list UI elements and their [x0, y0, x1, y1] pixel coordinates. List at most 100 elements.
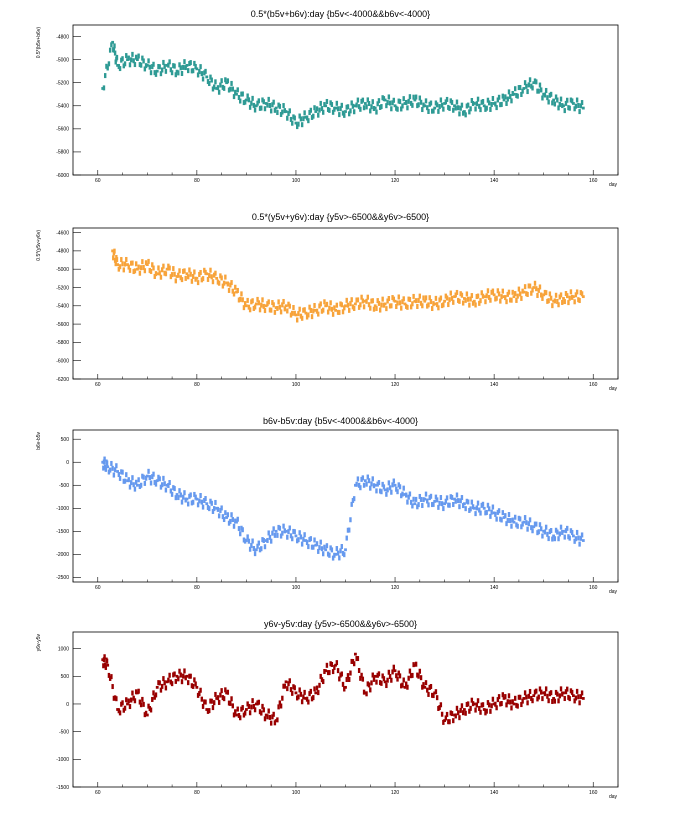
data-point [167, 62, 170, 68]
data-point [475, 294, 478, 300]
data-point [408, 296, 412, 302]
data-point [104, 664, 108, 670]
data-point [162, 59, 165, 65]
data-point [127, 698, 130, 704]
data-point [432, 108, 435, 114]
data-point [455, 99, 459, 105]
data-point [287, 111, 290, 117]
data-point [174, 678, 178, 684]
data-point [335, 302, 339, 308]
data-point [440, 501, 444, 507]
data-point [385, 683, 388, 689]
data-point [366, 294, 369, 300]
data-point [417, 297, 420, 303]
data-point [106, 65, 109, 71]
data-point [573, 538, 576, 544]
data-point [413, 502, 417, 506]
data-point [227, 87, 231, 93]
data-point [213, 700, 216, 706]
data-point [241, 91, 244, 97]
data-point [521, 521, 524, 527]
data-point [515, 702, 518, 708]
data-point [200, 71, 204, 77]
data-point [127, 55, 130, 61]
data-point [397, 670, 400, 676]
data-point [239, 296, 242, 302]
data-point [246, 701, 249, 707]
data-point [540, 292, 543, 298]
data-point [396, 300, 399, 306]
data-point [363, 299, 367, 303]
data-point [478, 300, 481, 306]
data-point [312, 695, 315, 701]
data-point [102, 657, 106, 663]
data-point [241, 705, 244, 711]
data-point [186, 501, 190, 507]
data-point [154, 481, 158, 487]
data-point [253, 551, 257, 557]
data-point [459, 498, 462, 504]
data-point [572, 534, 575, 538]
data-point [193, 60, 196, 66]
data-point [411, 503, 414, 509]
data-point [115, 54, 119, 60]
data-point [203, 267, 206, 273]
data-point [360, 672, 363, 678]
data-point [264, 713, 268, 717]
data-point [391, 295, 394, 301]
data-point [328, 552, 331, 558]
data-point [182, 64, 185, 70]
data-point [522, 697, 526, 700]
data-point [527, 283, 531, 289]
data-point [471, 504, 475, 510]
data-point [485, 509, 488, 515]
data-point [523, 690, 527, 696]
data-point [574, 103, 578, 109]
data-point [248, 307, 252, 313]
data-point [137, 688, 140, 694]
data-point [243, 710, 247, 716]
data-point [250, 299, 253, 305]
data-point [319, 301, 322, 307]
data-point [195, 276, 199, 280]
data-point [376, 672, 379, 678]
data-point [155, 272, 159, 276]
data-point [475, 702, 478, 708]
y-tick-label: -6000 [56, 358, 69, 364]
data-point [431, 108, 434, 114]
data-point [283, 306, 287, 312]
data-point [463, 297, 466, 300]
data-point [151, 696, 154, 702]
data-point [360, 476, 363, 482]
data-point [289, 533, 293, 539]
data-point [407, 494, 410, 500]
data-point [268, 307, 272, 313]
data-point [173, 271, 176, 277]
data-point [226, 281, 230, 287]
data-point [470, 697, 474, 703]
data-point [149, 70, 153, 76]
data-point [359, 675, 362, 681]
data-point [305, 115, 309, 121]
data-point [295, 538, 299, 544]
data-point [190, 278, 194, 284]
data-point [520, 295, 523, 301]
data-point [392, 97, 396, 103]
data-point [360, 294, 363, 300]
data-point [407, 98, 410, 104]
data-point [190, 683, 194, 689]
data-point [538, 284, 542, 290]
data-point [516, 523, 519, 529]
data-point [236, 706, 239, 712]
data-point [373, 106, 377, 110]
data-point [247, 538, 251, 544]
data-point [448, 719, 451, 725]
data-point [520, 91, 523, 97]
data-point [400, 493, 403, 499]
data-point [206, 79, 210, 85]
data-point [469, 705, 472, 711]
data-point [381, 296, 384, 302]
data-point [205, 708, 209, 711]
data-point [339, 106, 342, 112]
data-point [408, 94, 412, 100]
